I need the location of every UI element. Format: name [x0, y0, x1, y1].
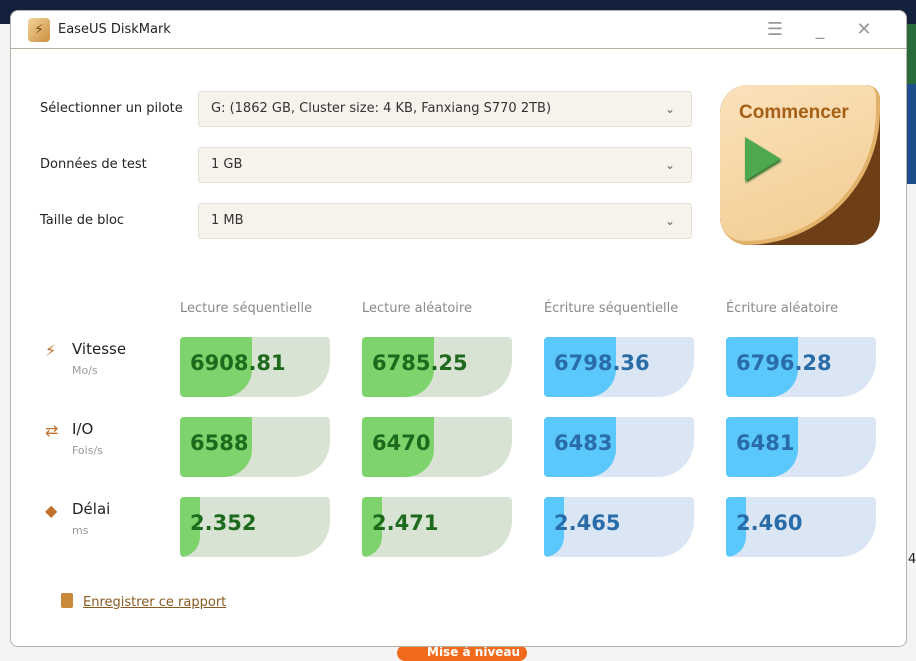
setting-select[interactable]: 1 GB ⌄ [198, 147, 692, 183]
result-bar: 6588 [180, 417, 330, 477]
result-bar: 6798.36 [544, 337, 694, 397]
start-button[interactable]: Commencer [720, 85, 880, 245]
row-label: Délai [72, 500, 111, 518]
result-bar: 2.460 [726, 497, 876, 557]
result-bar: 6908.81 [180, 337, 330, 397]
result-value: 6481 [736, 431, 795, 455]
minimize-icon[interactable]: _ [815, 19, 825, 40]
row-label: I/O [72, 420, 94, 438]
result-value: 6785.25 [372, 351, 468, 375]
result-value: 6483 [554, 431, 613, 455]
result-fill [362, 337, 434, 397]
result-fill [544, 497, 564, 557]
play-icon [745, 137, 781, 181]
result-fill [362, 497, 382, 557]
setting-select[interactable]: G: (1862 GB, Cluster size: 4 KB, Fanxian… [198, 91, 692, 127]
result-bar: 2.471 [362, 497, 512, 557]
column-header: Écriture aléatoire [726, 301, 839, 316]
result-fill [726, 417, 798, 477]
result-value: 6908.81 [190, 351, 286, 375]
result-value: 2.471 [372, 511, 439, 535]
result-bar: 2.352 [180, 497, 330, 557]
setting-label: Sélectionner un pilote [40, 101, 183, 116]
chevron-down-icon: ⌄ [664, 158, 675, 172]
exchange-icon: ⇄ [45, 421, 59, 440]
result-value: 2.352 [190, 511, 257, 535]
result-bar: 6796.28 [726, 337, 876, 397]
result-fill [180, 417, 252, 477]
upgrade-button[interactable]: Mise à niveau [397, 645, 527, 661]
result-bar: 6785.25 [362, 337, 512, 397]
tag-icon: ◆ [45, 501, 58, 520]
result-value: 2.465 [554, 511, 621, 535]
select-value: 1 MB [211, 213, 244, 228]
save-report-label: Enregistrer ce rapport [83, 595, 227, 610]
close-icon[interactable]: ✕ [856, 19, 872, 40]
result-fill [180, 497, 200, 557]
save-report-link[interactable]: Enregistrer ce rapport [61, 593, 226, 610]
result-fill [362, 417, 434, 477]
app-logo-icon: ⚡ [28, 18, 50, 42]
menu-icon[interactable]: ☰ [766, 19, 784, 40]
setting-select[interactable]: 1 MB ⌄ [198, 203, 692, 239]
row-label: Vitesse [72, 340, 127, 358]
result-bar: 2.465 [544, 497, 694, 557]
result-bar: 6481 [726, 417, 876, 477]
row-unit: Mo/s [72, 364, 98, 377]
report-icon [61, 593, 73, 608]
result-bar: 6470 [362, 417, 512, 477]
background-window [907, 24, 916, 184]
window-title: EaseUS DiskMark [58, 22, 171, 37]
result-value: 2.460 [736, 511, 803, 535]
result-value: 6796.28 [736, 351, 832, 375]
lightning-icon: ⚡ [45, 341, 57, 360]
chevron-down-icon: ⌄ [664, 214, 675, 228]
row-unit: ms [72, 524, 89, 537]
result-value: 6798.36 [554, 351, 650, 375]
start-label: Commencer [739, 102, 849, 123]
select-value: G: (1862 GB, Cluster size: 4 KB, Fanxian… [211, 101, 552, 116]
result-value: 6588 [190, 431, 249, 455]
column-header: Écriture séquentielle [544, 301, 679, 316]
result-bar: 6483 [544, 417, 694, 477]
result-fill [544, 337, 616, 397]
row-unit: Fois/s [72, 444, 103, 457]
column-header: Lecture séquentielle [180, 301, 313, 316]
column-header: Lecture aléatoire [362, 301, 472, 316]
diskmark-window: ⚡ EaseUS DiskMark ☰ _ ✕ Sélectionner un … [10, 10, 907, 647]
select-value: 1 GB [211, 157, 243, 172]
chevron-down-icon: ⌄ [664, 102, 675, 116]
setting-label: Données de test [40, 157, 147, 172]
result-fill [544, 417, 616, 477]
setting-label: Taille de bloc [40, 213, 125, 228]
title-bar: ⚡ EaseUS DiskMark ☰ _ ✕ [11, 11, 906, 49]
background-window [907, 24, 916, 84]
result-fill [726, 337, 798, 397]
result-value: 6470 [372, 431, 431, 455]
result-fill [726, 497, 746, 557]
background-text: 4 [908, 552, 916, 567]
result-fill [180, 337, 252, 397]
